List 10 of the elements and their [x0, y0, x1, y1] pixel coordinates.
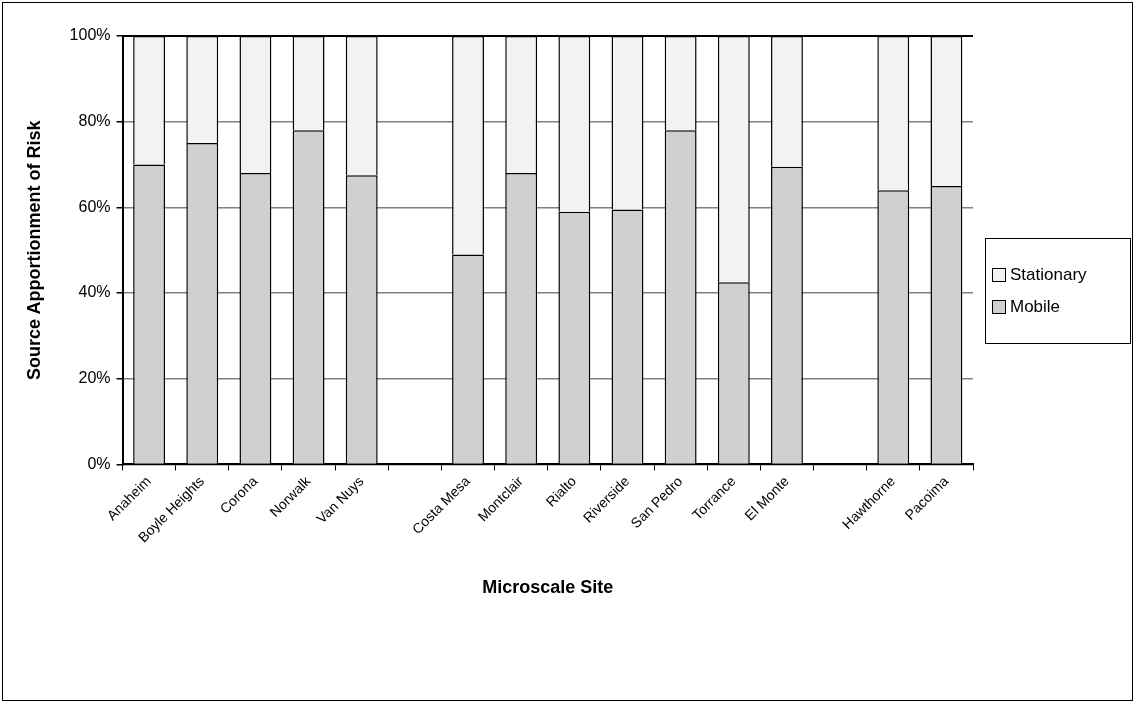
y-tick-label: 20%: [78, 369, 111, 387]
y-axis-title: Source Apportionment of Risk: [23, 119, 44, 380]
y-tick-label: 40%: [78, 283, 111, 301]
y-tick-label: 80%: [78, 112, 111, 130]
text: Stationary: [1010, 265, 1087, 285]
y-tick-label: 60%: [78, 197, 111, 215]
x-axis-title: Microscale Site: [482, 577, 614, 598]
legend-label: Mobile: [1010, 297, 1061, 317]
y-tick-label: 0%: [87, 454, 111, 472]
y-tick-label: 100%: [69, 26, 111, 44]
